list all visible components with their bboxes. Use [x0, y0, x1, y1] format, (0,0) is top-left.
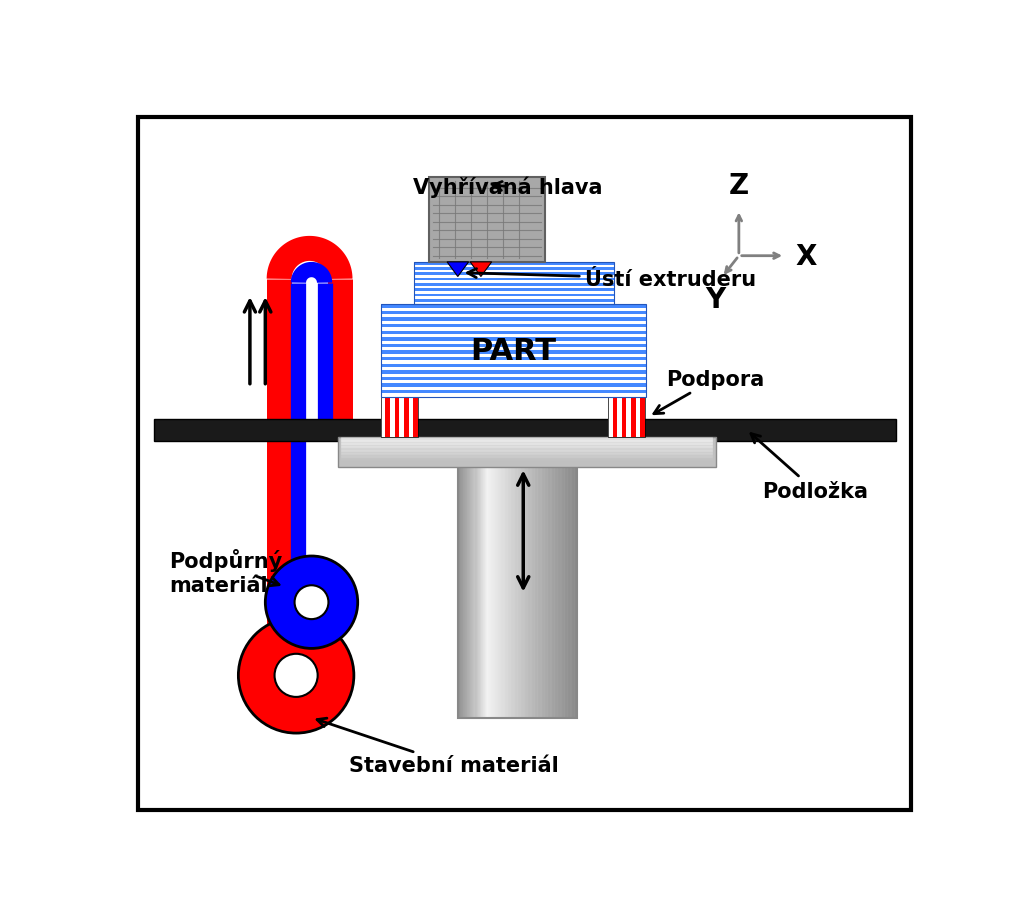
Bar: [381, 347, 646, 351]
Bar: [429, 178, 545, 263]
Bar: [394, 397, 399, 437]
Text: Podložka: Podložka: [751, 434, 868, 501]
Bar: [414, 276, 614, 278]
Circle shape: [265, 556, 357, 649]
Bar: [413, 397, 418, 437]
Bar: [385, 397, 390, 437]
Circle shape: [274, 654, 317, 698]
Bar: [381, 387, 646, 391]
Bar: [414, 297, 614, 300]
Bar: [414, 263, 614, 305]
Bar: [381, 380, 646, 384]
Bar: [381, 397, 418, 437]
Circle shape: [239, 618, 354, 733]
Text: Podpora: Podpora: [654, 369, 764, 414]
Bar: [381, 374, 646, 378]
Bar: [381, 305, 646, 397]
Bar: [631, 397, 636, 437]
Bar: [381, 361, 646, 364]
Bar: [381, 315, 646, 318]
Polygon shape: [447, 263, 469, 278]
Text: Vyhřívaná hlava: Vyhřívaná hlava: [413, 176, 602, 198]
Bar: [414, 281, 614, 284]
Bar: [381, 308, 646, 312]
Text: Stavební materiál: Stavební materiál: [317, 719, 559, 776]
Bar: [154, 419, 896, 441]
Bar: [339, 437, 716, 468]
Bar: [381, 355, 646, 357]
Bar: [381, 305, 646, 397]
Bar: [381, 341, 646, 345]
Bar: [414, 291, 614, 294]
Bar: [403, 397, 409, 437]
Bar: [414, 266, 614, 267]
Bar: [381, 394, 646, 397]
Bar: [458, 464, 578, 718]
Bar: [381, 397, 418, 437]
Text: PART: PART: [471, 336, 557, 366]
Bar: [381, 322, 646, 324]
Bar: [414, 270, 614, 273]
Bar: [414, 263, 614, 305]
Text: Y: Y: [706, 286, 726, 313]
Bar: [381, 368, 646, 370]
Circle shape: [295, 585, 329, 619]
Bar: [608, 397, 645, 437]
Bar: [414, 287, 614, 289]
Bar: [622, 397, 627, 437]
Polygon shape: [470, 263, 492, 278]
Bar: [612, 397, 617, 437]
Bar: [414, 302, 614, 305]
Text: Z: Z: [729, 172, 749, 199]
Bar: [640, 397, 645, 437]
Text: X: X: [796, 243, 817, 270]
Text: Ústí extruderu: Ústí extruderu: [468, 269, 756, 289]
Bar: [608, 397, 645, 437]
Text: Podpůrný
materiál: Podpůrný materiál: [169, 549, 283, 595]
Bar: [381, 335, 646, 338]
Bar: [381, 328, 646, 331]
